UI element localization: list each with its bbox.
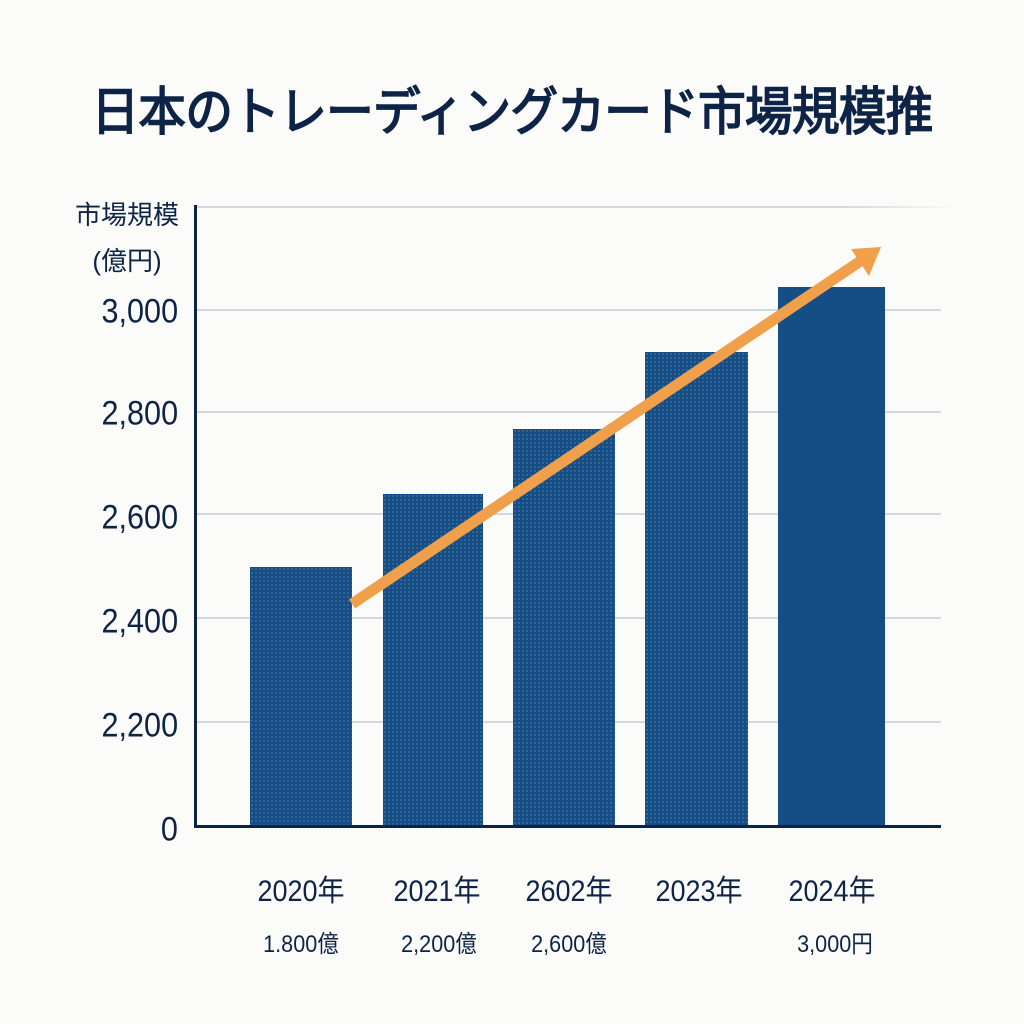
- x-label-2020: 2020年: [257, 875, 345, 908]
- y-axis-line: [194, 205, 197, 827]
- chart-title: 日本のトレーディングカード市場規模推: [91, 84, 933, 142]
- x-label-2021: 2021年: [393, 875, 481, 908]
- bar-2024: [778, 287, 885, 826]
- gridline-3000: [197, 309, 941, 311]
- gridline-top: [197, 206, 957, 208]
- x-axis-line: [194, 825, 941, 828]
- y-axis-label-line-2: (億円): [92, 246, 162, 276]
- x-label-2022: 2602年: [525, 875, 613, 908]
- gridline-2800: [197, 411, 941, 413]
- y-tick-2400: 2,400: [101, 602, 178, 641]
- y-axis-label-line-1: 市場規模: [74, 200, 179, 230]
- bar-2022: [513, 429, 615, 826]
- value-label-2020: 1.800億: [263, 931, 339, 958]
- bar-2020: [250, 567, 352, 826]
- y-tick-2600: 2,600: [101, 498, 178, 537]
- y-tick-2200: 2,200: [101, 706, 178, 745]
- y-axis-label: 市場規模 (億円): [62, 192, 192, 284]
- x-label-2023: 2023年: [655, 875, 743, 908]
- value-label-2022: 2,600億: [531, 931, 607, 958]
- y-tick-2800: 2,800: [101, 394, 178, 433]
- value-label-2021: 2,200億: [401, 931, 477, 958]
- bar-2023: [645, 352, 748, 826]
- y-tick-3000: 3,000: [101, 292, 178, 331]
- value-label-2024: 3,000円: [797, 931, 873, 958]
- y-tick-0: 0: [160, 810, 178, 849]
- x-label-2024: 2024年: [788, 875, 876, 908]
